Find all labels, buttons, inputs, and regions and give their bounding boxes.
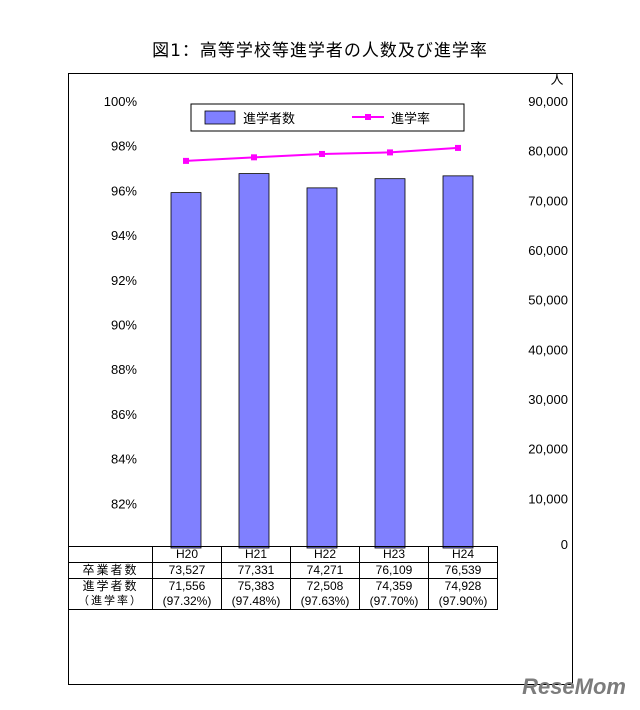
enrolled-count: 71,556 <box>168 579 206 593</box>
left-tick-label: 86% <box>111 407 137 422</box>
right-tick-label: 10,000 <box>528 491 568 506</box>
graduates-cell: 76,109 <box>359 562 429 579</box>
year-cell: H22 <box>290 546 360 563</box>
enrolled-rate: (97.70%) <box>369 594 419 608</box>
right-axis-unit: 人 <box>550 72 563 87</box>
rate-point <box>183 157 189 164</box>
graduates-cell: 76,539 <box>428 562 498 579</box>
rate-point <box>455 144 461 151</box>
left-tick-label: 92% <box>111 273 137 288</box>
right-tick-label: 90,000 <box>528 94 568 109</box>
right-tick-label: 70,000 <box>528 193 568 208</box>
rate-line-series <box>183 144 461 164</box>
bar <box>306 187 338 549</box>
graduates-cell: 73,527 <box>152 562 222 579</box>
bar <box>374 178 406 549</box>
left-tick-label: 98% <box>111 139 137 154</box>
left-axis: 82% 84% 86% 88% 90% 92% 94% 96% 98% 100% <box>104 94 138 511</box>
bar-series <box>170 173 474 549</box>
enrolled-rate: (97.90%) <box>438 594 488 608</box>
right-tick-label: 60,000 <box>528 243 568 258</box>
rate-point <box>387 149 393 156</box>
year-cell: H24 <box>428 546 498 563</box>
year-cell: H21 <box>221 546 291 563</box>
legend-line-label: 進学率 <box>391 111 430 126</box>
enrolled-count: 74,928 <box>444 579 482 593</box>
enrolled-cell: 74,359 (97.70%) <box>359 578 429 610</box>
left-tick-label: 96% <box>111 183 137 198</box>
year-cell: H20 <box>152 546 222 563</box>
rate-point <box>319 150 325 157</box>
right-axis: 0 10,000 20,000 30,000 40,000 50,000 60,000 70,… <box>528 72 568 552</box>
enrolled-cell: 71,556 (97.32%) <box>152 578 222 610</box>
enrolled-count: 74,359 <box>375 579 413 593</box>
left-tick-label: 84% <box>111 452 137 467</box>
graduates-cell: 74,271 <box>290 562 360 579</box>
row-label-enrolled-main: 進学者数 <box>82 579 139 593</box>
enrolled-row: 進学者数 （進学率） 71,556 (97.32%) 75,383 (97.48%)… <box>68 578 498 610</box>
graduates-row: 卒業者数 73,527 77,331 74,271 76,109 76,539 <box>68 562 498 579</box>
left-tick-label: 94% <box>111 228 137 243</box>
left-tick-label: 90% <box>111 318 137 333</box>
legend-bar-label: 進学者数 <box>243 111 295 126</box>
right-tick-label: 20,000 <box>528 442 568 457</box>
chart-title: 図1：高等学校等進学者の人数及び進学率 <box>152 41 488 61</box>
enrolled-cell: 75,383 (97.48%) <box>221 578 291 610</box>
right-tick-label: 0 <box>561 537 568 552</box>
legend-bar-swatch <box>204 110 236 125</box>
enrolled-cell: 72,508 (97.63%) <box>290 578 360 610</box>
rate-point <box>251 154 257 161</box>
left-tick-label: 88% <box>111 362 137 377</box>
chart-frame <box>68 73 573 685</box>
watermark-logo: ReseMom <box>522 674 626 699</box>
enrolled-count: 75,383 <box>237 579 275 593</box>
right-tick-label: 80,000 <box>528 144 568 159</box>
year-cell: H23 <box>359 546 429 563</box>
left-tick-label: 82% <box>111 496 137 511</box>
right-tick-label: 40,000 <box>528 342 568 357</box>
bar <box>442 175 474 549</box>
legend-box <box>190 103 465 132</box>
enrolled-cell: 74,928 (97.90%) <box>428 578 498 610</box>
enrolled-rate: (97.32%) <box>162 594 212 608</box>
bar <box>170 192 202 549</box>
row-label-enrolled-sub: （進学率） <box>78 595 143 607</box>
bar <box>238 173 270 549</box>
enrolled-count: 72,508 <box>306 579 344 593</box>
table-header-row: H20 H21 H22 H23 H24 <box>68 546 498 563</box>
enrolled-rate: (97.63%) <box>300 594 350 608</box>
enrolled-rate: (97.48%) <box>231 594 281 608</box>
legend: 進学者数 進学率 <box>190 103 465 132</box>
right-tick-label: 30,000 <box>528 392 568 407</box>
graduates-cell: 77,331 <box>221 562 291 579</box>
right-tick-label: 50,000 <box>528 293 568 308</box>
table-corner <box>68 546 153 563</box>
data-table: H20 H21 H22 H23 H24 卒業者数 73,527 77,331 7… <box>68 546 498 610</box>
row-label-enrolled: 進学者数 （進学率） <box>68 578 153 610</box>
left-tick-label: 100% <box>104 94 138 109</box>
legend-line-marker <box>365 114 371 120</box>
row-label-graduates: 卒業者数 <box>68 562 153 579</box>
